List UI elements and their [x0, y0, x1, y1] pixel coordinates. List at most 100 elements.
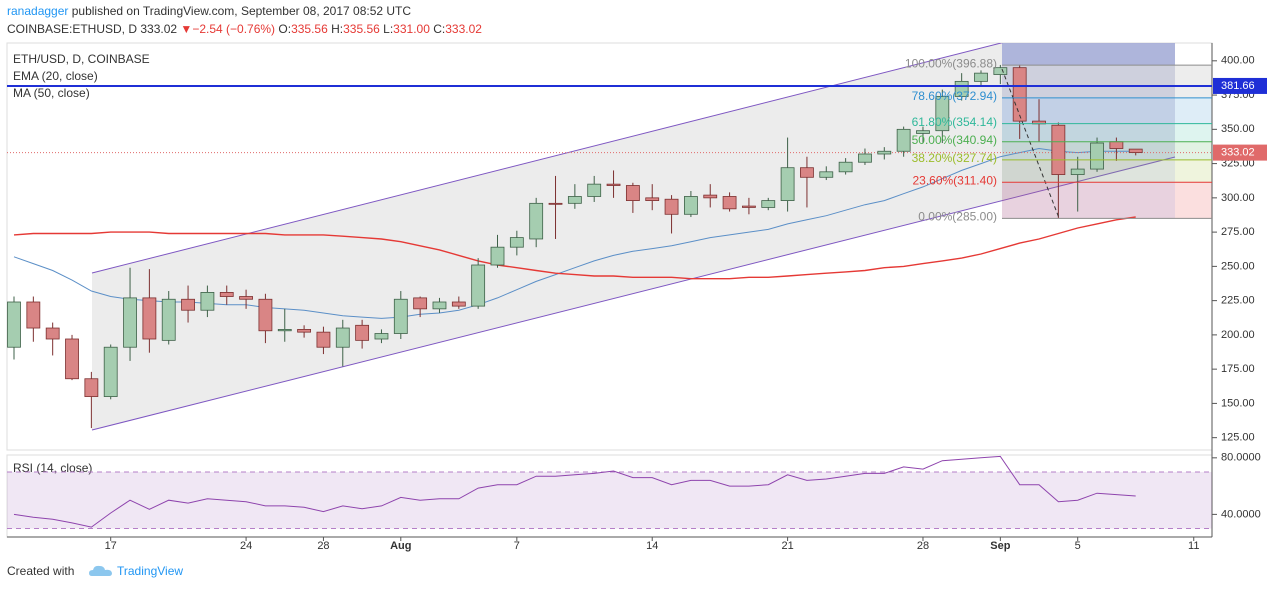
channel-lower	[91, 156, 1176, 431]
candle-body	[819, 171, 834, 178]
price-tag	[1213, 144, 1267, 161]
price-tag-label: 333.02	[1221, 147, 1255, 159]
price-tag-label: 381.66	[1221, 80, 1255, 92]
x-tick-label: Aug	[390, 540, 411, 552]
candle-body	[142, 297, 157, 340]
candle-body	[258, 298, 273, 332]
price: 333.02	[140, 22, 178, 36]
y-tick-label: 80.0000	[1221, 452, 1261, 464]
candle-body	[896, 128, 911, 152]
candle-body	[587, 183, 602, 197]
ohlc-value: 333.02	[445, 22, 482, 36]
candle-body	[26, 301, 41, 329]
y-tick-label: 250.00	[1221, 260, 1255, 272]
y-tick-label: 275.00	[1221, 226, 1255, 238]
candle-body	[181, 298, 195, 311]
fib-label: 38.20%(327.74)	[912, 151, 997, 165]
candle-body	[916, 130, 930, 134]
candle-body	[722, 196, 737, 210]
logo	[89, 565, 112, 576]
candle-body	[567, 196, 582, 204]
y-tick-label: 175.00	[1221, 363, 1255, 375]
candle-body	[780, 167, 795, 201]
y-tick-label: 350.00	[1221, 123, 1255, 135]
y-tick-label: 150.00	[1221, 397, 1255, 409]
fib-label: 61.80%(354.14)	[912, 115, 997, 129]
y-tick-label: 300.00	[1221, 192, 1255, 204]
x-tick-label: 28	[317, 540, 329, 552]
candle-body	[103, 346, 118, 397]
ohlc-value: 331.00	[393, 22, 430, 36]
price-tag	[1213, 77, 1267, 94]
brand[interactable]: TradingView	[117, 564, 184, 578]
y-tick-label: 125.00	[1221, 432, 1255, 444]
candle-body	[239, 296, 253, 300]
candle-body	[877, 150, 892, 155]
candle-body	[684, 196, 698, 215]
candle-body	[703, 194, 718, 199]
rsi-line	[13, 455, 1136, 528]
x-tick-label: 5	[1075, 540, 1081, 552]
x-tick-label: 14	[646, 540, 658, 552]
candle-body	[490, 246, 505, 266]
y-tick-label: 225.00	[1221, 295, 1255, 307]
move-line	[1001, 68, 1060, 219]
x-tick-label: Sep	[990, 540, 1010, 552]
candle-body	[374, 333, 389, 340]
candle-body	[529, 202, 544, 240]
candle-body	[606, 183, 621, 186]
candle-body	[335, 327, 350, 348]
change: −2.54 (−0.76%)	[192, 22, 276, 36]
candle-body	[355, 324, 370, 341]
chart: ETH/USD, D, COINBASE EMA (20, close) MA …	[6, 42, 1267, 552]
candle-body	[548, 202, 563, 205]
candle-body	[974, 72, 988, 82]
candle-body	[277, 329, 292, 332]
candle-body	[800, 167, 814, 178]
fib-label: 23.60%(311.40)	[912, 173, 997, 187]
price-layer	[7, 43, 1212, 431]
symbol-line: COINBASE:ETHUSD, D 333.02 ▼−2.54 (−0.76%…	[7, 22, 482, 36]
candle-body	[161, 298, 176, 341]
x-tick-label: 7	[514, 540, 520, 552]
created-with: Created with	[7, 564, 75, 578]
logo-cloud	[89, 565, 112, 576]
candle-body	[1128, 148, 1143, 154]
published: published on TradingView.com, September …	[68, 4, 412, 18]
ohlc-key: C:	[433, 22, 446, 36]
candle-body	[123, 297, 137, 348]
rsi-pane	[6, 454, 1213, 538]
chart-title: ETH/USD, D, COINBASE	[13, 52, 150, 66]
candle-body	[858, 153, 872, 163]
author[interactable]: ranadagger	[7, 4, 69, 18]
candle-body	[625, 185, 640, 201]
candle-body	[200, 292, 215, 311]
footer-brand[interactable]: TradingView	[117, 564, 183, 578]
candle-body	[84, 378, 99, 397]
fib-label: 78.60%(372.94)	[912, 89, 997, 103]
x-tick-label: 21	[781, 540, 793, 552]
candle-body	[1051, 124, 1066, 175]
ohlc-key: O:	[278, 22, 292, 36]
candle-body	[471, 264, 486, 307]
fib-zone	[1002, 65, 1212, 98]
x-tick-label: 28	[917, 540, 929, 552]
fib-label: 50.00%(340.94)	[912, 133, 997, 147]
x-tick-label: 17	[105, 540, 117, 552]
channel-upper	[91, 43, 1004, 274]
candle-body	[393, 298, 408, 334]
rsi-band	[7, 471, 1212, 529]
y-tick-label: 400.00	[1221, 55, 1255, 67]
ohlc-value: 335.56	[291, 22, 328, 36]
candle-body	[219, 292, 234, 297]
candle-body	[316, 331, 331, 348]
candle-body	[1109, 141, 1124, 149]
candle-body	[935, 96, 950, 132]
symbol: COINBASE:ETHUSD, D	[7, 22, 138, 36]
candle-body	[7, 301, 21, 348]
x-tick-label: 24	[240, 540, 252, 552]
fib-zone	[1002, 97, 1212, 124]
candle-body	[761, 200, 776, 208]
candle-body	[432, 301, 447, 310]
candle-body	[742, 205, 756, 208]
